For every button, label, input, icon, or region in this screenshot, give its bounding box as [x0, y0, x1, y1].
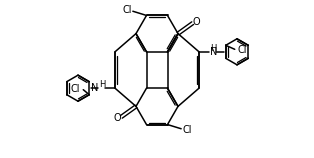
- Text: O: O: [193, 17, 201, 27]
- Text: H: H: [210, 44, 216, 53]
- Text: Cl: Cl: [238, 45, 247, 55]
- Text: Cl: Cl: [122, 5, 132, 15]
- Text: Cl: Cl: [182, 125, 192, 135]
- Text: O: O: [113, 113, 121, 123]
- Text: H: H: [99, 80, 105, 89]
- Text: N: N: [91, 83, 98, 93]
- Text: N: N: [210, 47, 217, 57]
- Text: Cl: Cl: [71, 84, 80, 94]
